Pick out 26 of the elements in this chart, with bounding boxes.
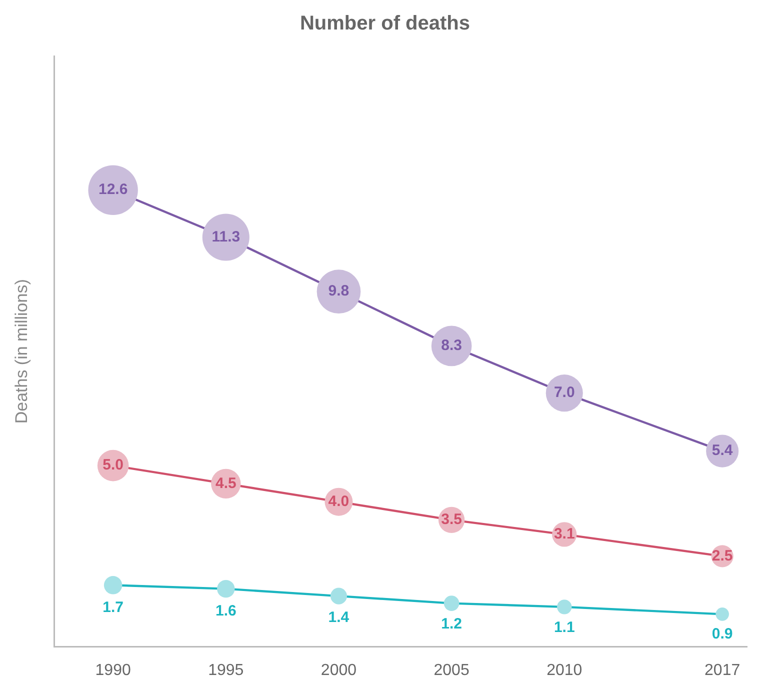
data-label: 5.4 (712, 442, 734, 460)
data-label: 2.5 (712, 547, 733, 564)
data-label: 1.4 (328, 608, 350, 626)
y-axis-title: Deaths (in millions) (12, 279, 31, 424)
data-label: 8.3 (441, 337, 462, 354)
x-tick-label: 2005 (434, 662, 470, 679)
x-tick-label: 2017 (704, 662, 740, 679)
data-label: 7.0 (554, 384, 575, 402)
data-label: 11.3 (212, 228, 240, 246)
data-label: 3.5 (441, 511, 462, 528)
x-tick-label: 1990 (95, 662, 131, 679)
data-label: 1.7 (102, 598, 124, 616)
x-tick-label: 2000 (320, 662, 357, 679)
chart-title: Number of deaths (300, 12, 470, 35)
data-label: 4.5 (215, 474, 236, 492)
data-label: 4.0 (328, 492, 350, 510)
data-label: 1.6 (215, 602, 236, 620)
data-label: 9.8 (328, 282, 350, 300)
data-label: 3.1 (554, 526, 575, 543)
x-tick-label: 1995 (208, 662, 244, 679)
data-label: 1.2 (441, 616, 462, 633)
data-label: 5.0 (102, 456, 124, 474)
x-tick-label: 2010 (546, 662, 582, 679)
data-label: 0.9 (712, 625, 733, 642)
data-label: 12.6 (98, 181, 128, 198)
data-label: 1.1 (554, 618, 575, 636)
